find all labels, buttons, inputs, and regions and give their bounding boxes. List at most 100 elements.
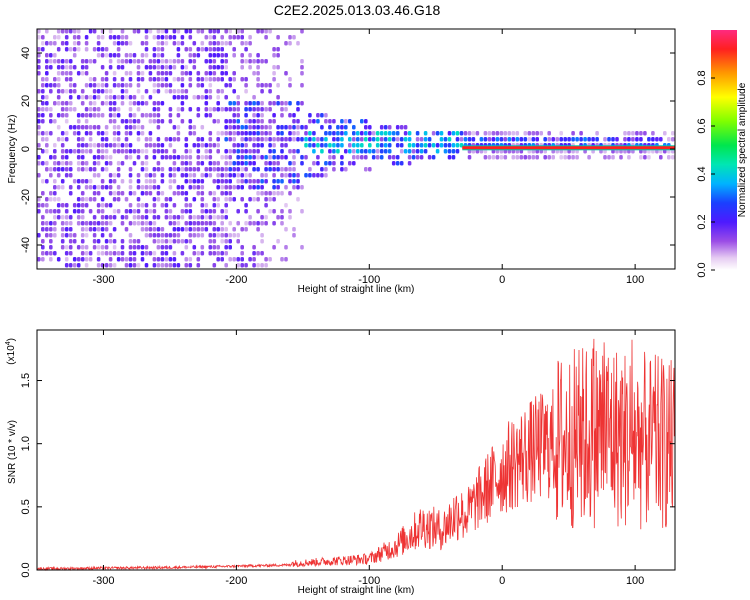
spectrogram-cell	[180, 191, 185, 196]
spectrogram-cell	[84, 203, 89, 208]
spectrogram-cell	[292, 173, 296, 178]
spectrogram-cell	[37, 209, 41, 214]
spectrogram-cell	[240, 29, 244, 34]
spectrogram-cell	[45, 203, 49, 208]
spectrogram-cell	[100, 65, 105, 70]
spectrogram-cell	[41, 131, 45, 136]
spectrogram-cell	[655, 137, 659, 142]
spectrogram-cell	[212, 65, 217, 70]
spectrogram-cell	[244, 119, 248, 124]
spectrogram-cell	[252, 185, 256, 190]
spectrogram-cell	[252, 125, 256, 130]
spectrogram-cell	[188, 227, 193, 232]
spectrogram-cell	[208, 233, 213, 238]
spectrogram-cell	[399, 125, 404, 130]
spectrogram-cell	[256, 119, 260, 124]
colorbar-tick-label: 0.0	[696, 262, 708, 277]
spectrogram-cell	[280, 167, 284, 172]
spectrogram-cell	[256, 137, 260, 142]
spectrogram-cell	[192, 173, 197, 178]
spectrogram-cell	[72, 41, 77, 46]
spectrogram-cell	[344, 119, 348, 124]
spectrogram-cell	[208, 149, 213, 154]
spectrogram-cell	[244, 155, 248, 160]
spectrogram-cell	[244, 125, 248, 130]
spectrogram-cell	[244, 227, 248, 232]
spectrogram-cell	[268, 101, 272, 106]
spectrogram-cell	[45, 233, 49, 238]
spectrogram-cell	[104, 77, 109, 82]
spectrogram-cell	[232, 167, 236, 172]
spectrogram-cell	[53, 119, 57, 124]
spectrogram-cell	[216, 149, 220, 154]
spectrogram-cell	[164, 35, 169, 40]
spectrogram-cell	[180, 155, 185, 160]
spectrogram-cell	[236, 35, 240, 40]
spectrogram-cell	[232, 137, 236, 142]
spectrogram-cell	[152, 143, 157, 148]
spectrogram-cell	[72, 65, 77, 70]
spectrogram-cell	[216, 41, 220, 46]
spectrogram-cell	[320, 167, 324, 172]
spectrogram-cell	[112, 101, 117, 106]
spectrogram-cell	[224, 245, 228, 250]
spectrogram-cell	[176, 233, 181, 238]
spectrogram-cell	[112, 71, 117, 76]
spectrogram-cell	[216, 143, 220, 148]
spectrogram-cell	[49, 239, 53, 244]
spectrogram-cell	[120, 257, 125, 262]
spectrogram-cell	[240, 137, 244, 142]
spectrogram-cell	[256, 209, 260, 214]
spectrogram-cell	[204, 215, 209, 220]
spectrogram-cell	[491, 137, 496, 142]
spectrogram-cell	[280, 173, 284, 178]
spectrogram-cell	[64, 41, 69, 46]
spectrogram-cell	[68, 125, 73, 130]
spectrogram-cell	[76, 143, 81, 148]
spectrogram-cell	[184, 263, 189, 268]
spectrogram-cell	[212, 41, 217, 46]
spectrogram-cell	[53, 185, 57, 190]
spectrogram-cell	[184, 149, 189, 154]
spectrogram-cell	[276, 65, 280, 70]
spectrogram-cell	[256, 77, 260, 82]
spectrogram-cell	[499, 131, 504, 136]
spectrogram-cell	[212, 59, 217, 64]
spectrogram-cell	[200, 125, 205, 130]
spectrogram-cell	[248, 101, 252, 106]
spectrogram-cell	[104, 185, 109, 190]
spectrogram-cell	[395, 131, 400, 136]
spectrogram-cell	[37, 65, 41, 70]
spectrogram-cell	[240, 161, 244, 166]
spectrogram-cell	[104, 161, 109, 166]
spectrogram-cell	[348, 143, 352, 148]
spectrogram-cell	[228, 185, 232, 190]
spectrogram-cell	[188, 149, 193, 154]
spectrogram-cell	[208, 95, 213, 100]
spectrogram-cell	[188, 59, 193, 64]
spectrogram-cell	[252, 131, 256, 136]
spectrogram-cell	[184, 89, 189, 94]
spectrogram-cell	[252, 221, 256, 226]
spectrogram-cell	[60, 65, 65, 70]
spectrogram-cell	[152, 257, 157, 262]
spectrogram-cell	[204, 89, 209, 94]
spectrogram-cell	[220, 71, 224, 76]
spectrogram-cell	[268, 155, 272, 160]
spectrogram-cell	[164, 257, 169, 262]
spectrogram-cell	[240, 131, 244, 136]
spectrogram-cell	[53, 167, 57, 172]
spectrogram-cell	[108, 59, 113, 64]
spectrogram-cell	[228, 125, 232, 130]
spectrogram-cell	[216, 107, 220, 112]
spectrogram-cell	[160, 65, 165, 70]
spectrogram-cell	[80, 113, 85, 118]
spectrogram-cell	[184, 257, 189, 262]
spectrogram-cell	[80, 245, 85, 250]
spectrogram-cell	[56, 59, 61, 64]
spectrogram-cell	[168, 137, 173, 142]
spectrogram-cell	[204, 47, 209, 52]
spectrogram-cell	[284, 125, 288, 130]
spectrogram-cell	[244, 107, 248, 112]
spectrogram-cell	[224, 95, 228, 100]
